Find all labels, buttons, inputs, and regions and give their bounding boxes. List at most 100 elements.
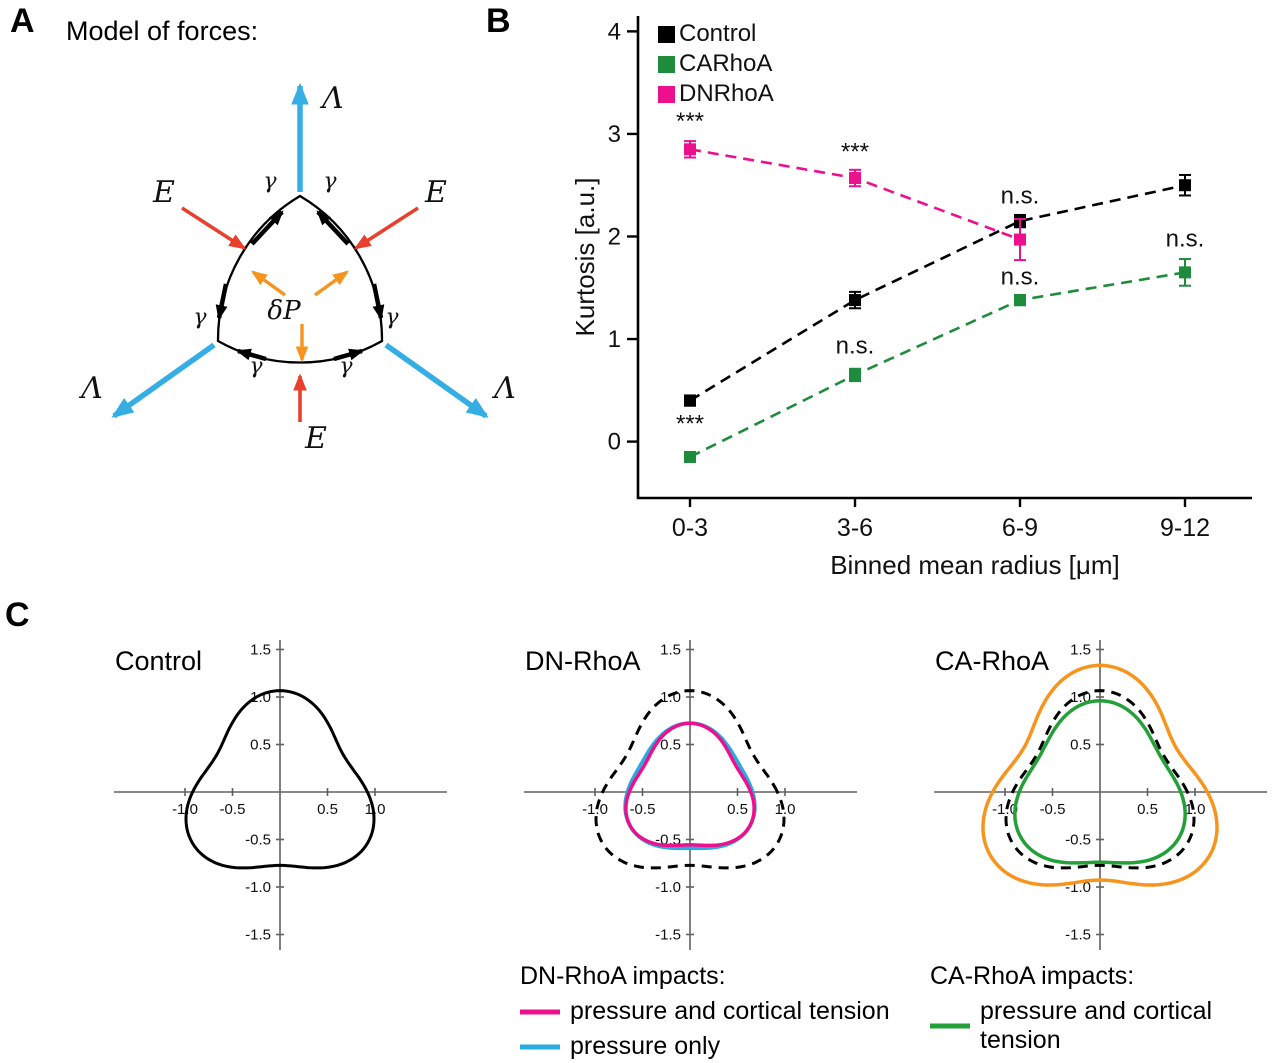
y-tick-label: -1.0 bbox=[655, 879, 681, 896]
data-point-CARhoA bbox=[1179, 266, 1191, 279]
y-tick-label: 1.5 bbox=[1070, 642, 1091, 659]
data-point-CARhoA bbox=[849, 368, 861, 381]
legend-label-CARhoA: CARhoA bbox=[679, 50, 772, 77]
series-line-Control bbox=[689, 183, 1186, 402]
data-point-DNRhoA bbox=[849, 172, 861, 185]
y-tick-label: 0.5 bbox=[660, 737, 681, 754]
x-tick-label: 0.5 bbox=[1137, 801, 1158, 818]
cell-outline bbox=[216, 194, 384, 364]
significance-label: *** bbox=[676, 108, 704, 135]
e-label-upper-left: E bbox=[152, 175, 175, 210]
x-tick-label: -0.5 bbox=[630, 801, 656, 818]
panel-a-title: Model of forces: bbox=[66, 16, 259, 46]
x-tick-label: 0.5 bbox=[727, 801, 748, 818]
significance-label: n.s. bbox=[836, 332, 875, 359]
model-of-forces-diagram: Λ Λ Λ E E E δP γ γ γ γ γ γ bbox=[78, 81, 516, 456]
legend-item: pressure only bbox=[520, 1032, 890, 1061]
x-tick-label: -1.0 bbox=[582, 801, 608, 818]
pressure-only-swatch bbox=[520, 1044, 560, 1049]
curve-control-cell-shape bbox=[184, 689, 376, 870]
x-tick-label: -1.0 bbox=[172, 801, 198, 818]
gamma-label-bottom-right: γ bbox=[339, 354, 353, 379]
control-shape-plot: -1.0 -0.5 0.5 1.01.51.00.5-0.5-1.0-1.5 bbox=[114, 640, 447, 950]
x-axis-tick-label: 9-12 bbox=[1160, 514, 1210, 542]
kurtosis-chart: 0 1 2 3 4 0-3 3-6 6-9 9-12 Kurtosis [a.u.] Binned … bbox=[570, 16, 1252, 580]
y-tick-label: 1.5 bbox=[250, 642, 271, 659]
data-point-Control bbox=[849, 294, 861, 307]
control-plot-title: Control bbox=[115, 646, 203, 676]
legend-label-DNRhoA: DNRhoA bbox=[679, 80, 774, 107]
data-point-DNRhoA bbox=[1014, 233, 1026, 246]
significance-label: n.s. bbox=[1001, 264, 1040, 291]
significance-label: *** bbox=[676, 410, 704, 437]
x-axis-tick-label: 0-3 bbox=[672, 514, 708, 542]
x-tick-label: 1.0 bbox=[775, 801, 796, 818]
axis-lines bbox=[636, 16, 1252, 500]
x-tick-label: -0.5 bbox=[220, 801, 246, 818]
data-point-CARhoA bbox=[1014, 294, 1026, 307]
lambda-arrow-bottom-right bbox=[384, 342, 489, 419]
gamma-arrow-right-upper bbox=[371, 283, 385, 321]
significance-label: n.s. bbox=[1001, 183, 1040, 210]
ca-rhoa-legend: CA-RhoA impacts: pressure and cortical t… bbox=[930, 962, 1280, 1063]
y-axis-tick-label: 0 bbox=[608, 429, 621, 456]
y-tick-label: -1.5 bbox=[245, 927, 271, 944]
y-axis-tick-label: 3 bbox=[608, 121, 621, 148]
x-axis-tick-label: 6-9 bbox=[1002, 514, 1038, 542]
y-tick-label: -1.0 bbox=[245, 879, 271, 896]
y-tick-label: 1.5 bbox=[660, 642, 681, 659]
legend-label-Control: Control bbox=[679, 20, 756, 47]
gamma-arrow-top-right bbox=[316, 210, 350, 246]
x-axis-title: Binned mean radius [μm] bbox=[830, 550, 1120, 580]
legend-swatch-Control bbox=[658, 26, 675, 43]
x-axis-tick-label: 3-6 bbox=[837, 514, 873, 542]
legend-item-label: pressure only bbox=[570, 1032, 721, 1060]
data-point-Control bbox=[684, 394, 696, 407]
y-axis-title: Kurtosis [a.u.] bbox=[570, 178, 600, 337]
data-point-CARhoA bbox=[684, 450, 696, 463]
x-tick-label: 0.5 bbox=[317, 801, 338, 818]
pressure-arrow-upper-right bbox=[314, 270, 349, 297]
y-tick-label: 0.5 bbox=[250, 737, 271, 754]
panel-c-label: C bbox=[5, 596, 30, 634]
y-tick-label: 0.5 bbox=[1070, 737, 1091, 754]
e-arrow-upper-right bbox=[353, 206, 419, 250]
dn-rhoa-shape-plot: -1.0 -0.5 0.5 1.01.51.00.5-0.5-1.0-1.5 bbox=[524, 640, 857, 950]
gamma-label-right: γ bbox=[385, 305, 399, 330]
significance-label: *** bbox=[841, 139, 869, 166]
series-line-CARhoA bbox=[689, 271, 1186, 459]
y-axis-tick-label: 4 bbox=[608, 18, 621, 45]
legend-swatch-CARhoA bbox=[658, 56, 675, 73]
y-tick-label: -1.5 bbox=[1065, 927, 1091, 944]
lambda-label-top: Λ bbox=[319, 81, 344, 116]
legend-item: pressure only bbox=[930, 1061, 1280, 1063]
y-tick-label: -0.5 bbox=[1065, 832, 1091, 849]
gamma-label-bottom-left: γ bbox=[249, 354, 263, 379]
dn-rhoa-legend: DN-RhoA impacts: pressure and cortical t… bbox=[520, 962, 890, 1061]
panel-b-label: B bbox=[486, 2, 511, 40]
curve-pressure-and-cortical-tension bbox=[1013, 699, 1187, 865]
legend-item-label: pressure only bbox=[980, 1061, 1130, 1063]
legend-item-label: pressure and cortical tension bbox=[570, 997, 890, 1025]
dn-rhoa-plot-title: DN-RhoA bbox=[525, 646, 641, 676]
gamma-arrow-bottom-right bbox=[333, 348, 365, 362]
pressure-arrow-upper-left bbox=[251, 270, 286, 297]
legend-item: pressure and cortical tension bbox=[930, 997, 1280, 1055]
data-point-Control bbox=[1179, 179, 1191, 192]
data-point-DNRhoA bbox=[684, 143, 696, 156]
e-label-upper-right: E bbox=[424, 175, 447, 210]
y-axis-tick-label: 1 bbox=[608, 326, 621, 353]
gamma-arrow-bottom-left bbox=[235, 348, 267, 362]
legend-swatch-DNRhoA bbox=[658, 86, 675, 103]
ca-rhoa-legend-header: CA-RhoA impacts: bbox=[930, 962, 1135, 990]
gamma-arrow-left-upper bbox=[215, 283, 229, 321]
lambda-label-left: Λ bbox=[78, 371, 103, 406]
x-tick-label: -0.5 bbox=[1040, 801, 1066, 818]
lambda-label-right: Λ bbox=[491, 371, 516, 406]
lambda-arrow-bottom-left bbox=[111, 342, 216, 419]
y-tick-label: 1.0 bbox=[660, 689, 681, 706]
gamma-label-left: γ bbox=[193, 305, 207, 330]
y-tick-label: -0.5 bbox=[245, 832, 271, 849]
ca-rhoa-shape-plot: -1.0 -0.5 0.5 1.01.51.00.5-0.5-1.0-1.5 bbox=[934, 640, 1267, 950]
